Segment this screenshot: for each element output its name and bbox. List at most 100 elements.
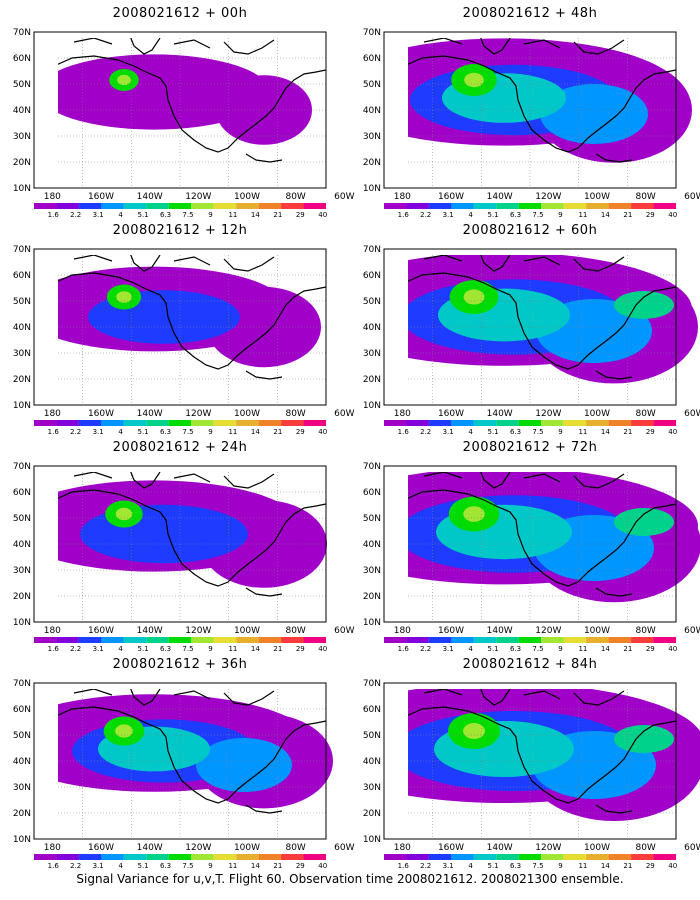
colorbar-label: 29 (296, 428, 305, 436)
latitude-label: 40N (363, 540, 381, 550)
coastline (223, 690, 275, 706)
longitude-label: 120W (185, 192, 211, 202)
colorbar-label: 21 (273, 645, 282, 653)
map-panel: 2008021612 + 36h 70N 60N 50N 40N 30N 20N 10N 180… (10, 657, 355, 873)
colorbar-label: 11 (578, 428, 587, 436)
colorbar-swatch (34, 637, 57, 643)
colorbar-label: 5.1 (488, 645, 499, 653)
latitude-label: 30N (363, 783, 381, 793)
coastline (408, 55, 677, 153)
colorbar-label: 1.6 (48, 428, 60, 436)
colorbar-label: 9 (208, 211, 212, 219)
colorbar-swatch (563, 637, 587, 643)
longitude-label: 80W (635, 192, 655, 202)
longitude-label: 140W (487, 192, 513, 202)
colorbar-label: 3.1 (443, 211, 454, 219)
latitude-label: 70N (13, 679, 31, 689)
latitude-label: 60N (13, 488, 31, 498)
colorbar-swatch (428, 854, 452, 860)
coastline (245, 804, 283, 814)
panel-title: 2008021612 + 12h (112, 223, 248, 238)
coastline (480, 689, 511, 706)
colorbar-swatch (78, 420, 102, 426)
longitude-label: 60W (684, 409, 700, 419)
colorbar-label: 6.3 (160, 211, 171, 219)
colorbar-swatch (384, 854, 407, 860)
colorbar-swatch (473, 637, 497, 643)
latitude-label: 50N (13, 514, 31, 524)
latitude-label: 70N (13, 28, 31, 38)
colorbar-label: 6.3 (510, 211, 521, 219)
coastline (58, 706, 327, 804)
colorbar-swatch (123, 203, 147, 209)
map-panel: 2008021612 + 24h 70N 60N 50N 40N 30N 20N 10N 180… (10, 440, 355, 656)
colorbar-swatch (213, 203, 237, 209)
longitude-label: 120W (535, 192, 561, 202)
colorbar-label: 5.1 (138, 211, 149, 219)
variance-field (408, 255, 698, 405)
latitude-label: 50N (13, 731, 31, 741)
colorbar-swatch (653, 854, 676, 860)
colorbar-label: 6.3 (510, 645, 521, 653)
longitude-label: 180 (44, 409, 61, 419)
colorbar-swatch (384, 203, 407, 209)
map-panel: 2008021612 + 84h 70N 60N 50N 40N 30N 20N 10N 180… (360, 657, 700, 873)
longitude-label: 140W (137, 192, 163, 202)
longitude-label: 160W (438, 843, 464, 853)
colorbar-swatch (406, 420, 429, 426)
longitude-label: 100W (234, 626, 260, 636)
latitude-label: 60N (13, 271, 31, 281)
colorbar-swatch (146, 637, 169, 643)
colorbar-label: 2.2 (420, 862, 431, 870)
colorbar-label: 1.6 (48, 862, 60, 870)
colorbar-label: 9 (208, 862, 212, 870)
colorbar-swatch (258, 854, 282, 860)
colorbar-swatch (258, 203, 282, 209)
colorbar-swatch (586, 637, 609, 643)
longitude-label: 80W (285, 192, 305, 202)
colorbar-swatch (146, 203, 169, 209)
longitude-label: 80W (635, 626, 655, 636)
coastline (73, 472, 211, 483)
map-panel: 2008021612 + 48h 70N 60N 50N 40N 30N 20N 10N 180… (360, 6, 700, 222)
latitude-label: 10N (13, 401, 31, 411)
latitude-label: 20N (363, 592, 381, 602)
coastline (408, 272, 677, 370)
longitude-label: 120W (535, 626, 561, 636)
colorbar-label: 40 (668, 428, 677, 436)
longitude-label: 100W (234, 843, 260, 853)
longitude-label: 60W (334, 192, 354, 202)
longitude-label: 160W (438, 626, 464, 636)
longitude-label: 160W (88, 843, 114, 853)
colorbar-swatch (303, 203, 326, 209)
colorbar-swatch (631, 203, 654, 209)
coastline (573, 39, 625, 55)
colorbar-swatch (608, 203, 632, 209)
colorbar-swatch (473, 854, 497, 860)
colorbar-swatch (563, 420, 587, 426)
coastline (480, 38, 511, 55)
longitude-label: 160W (438, 192, 464, 202)
colorbar-swatch (451, 854, 474, 860)
longitude-label: 100W (584, 843, 610, 853)
colorbar-swatch (653, 203, 676, 209)
latitude-label: 30N (13, 132, 31, 142)
colorbar-swatch (406, 203, 429, 209)
longitude-label: 120W (185, 409, 211, 419)
variance-field (58, 38, 327, 188)
colorbar-label: 4 (118, 211, 123, 219)
latitude-label: 60N (363, 488, 381, 498)
colorbar-swatch (78, 203, 102, 209)
coastline (408, 489, 677, 587)
colorbar-swatch (78, 637, 102, 643)
latitude-label: 30N (13, 566, 31, 576)
latitude-label: 60N (363, 271, 381, 281)
colorbar-label: 9 (208, 645, 212, 653)
longitude-label: 80W (285, 626, 305, 636)
latitude-label: 20N (363, 158, 381, 168)
colorbar-label: 11 (578, 862, 587, 870)
colorbar-label: 21 (623, 428, 632, 436)
colorbar-label: 40 (318, 211, 327, 219)
latitude-label: 40N (13, 323, 31, 333)
latitude-label: 70N (363, 245, 381, 255)
